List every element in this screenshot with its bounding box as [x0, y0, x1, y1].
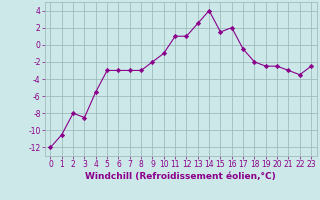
X-axis label: Windchill (Refroidissement éolien,°C): Windchill (Refroidissement éolien,°C) — [85, 172, 276, 181]
